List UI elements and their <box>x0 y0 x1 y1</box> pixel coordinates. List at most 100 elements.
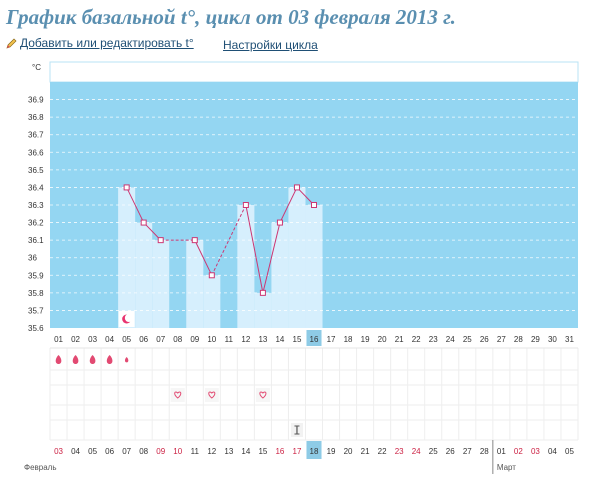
temperature-line <box>123 184 317 296</box>
cycle-day-label: 21 <box>395 335 404 344</box>
calendar-date-label: 04 <box>71 447 80 456</box>
calendar-date-label: 04 <box>548 447 557 456</box>
calendar-date-label: 03 <box>54 447 63 456</box>
cycle-day-label: 31 <box>565 335 574 344</box>
heart-cell-bg <box>204 388 219 402</box>
calendar-dates: 03 04 05 06 07 08 09 10 11 12 13 14 15 16 17 18 19 20 21 22… <box>54 441 574 459</box>
temperature-bar <box>237 205 255 328</box>
cycle-day-label: 27 <box>497 335 506 344</box>
cycle-day-label: 02 <box>71 335 80 344</box>
cycle-day-label: 20 <box>378 335 387 344</box>
calendar-date-label: 13 <box>224 447 233 456</box>
month-label: Март <box>497 463 516 472</box>
calendar-date-label: 01 <box>497 447 506 456</box>
temperature-point <box>293 184 300 191</box>
calendar-date-label: 05 <box>88 447 97 456</box>
y-tick-label: 36.7 <box>28 131 44 140</box>
calendar-date-label: 05 <box>565 447 574 456</box>
calendar-date-label: 07 <box>122 447 131 456</box>
y-tick-label: 36.5 <box>28 166 44 175</box>
cycle-day-label: 18 <box>344 335 353 344</box>
edit-temperature-label: Добавить или редактировать t° <box>20 36 194 50</box>
cycle-day-label: 29 <box>531 335 540 344</box>
pencil-icon <box>6 38 17 49</box>
y-tick-label: 35.6 <box>28 324 44 333</box>
y-tick-label: 36.4 <box>28 183 44 192</box>
calendar-date-label: 03 <box>531 447 540 456</box>
cycle-day-label: 25 <box>463 335 472 344</box>
temperature-segment <box>194 239 213 276</box>
cycle-settings-link[interactable]: Настройки цикла <box>223 37 318 52</box>
cycle-day-labels: 01 02 03 04 05 06 07 08 09 10 11 12 13 14 15 16 17 18 19 20… <box>54 330 574 346</box>
y-tick-label: 36.2 <box>28 219 44 228</box>
calendar-date-label: 23 <box>395 447 404 456</box>
drop-icon <box>124 357 129 363</box>
cycle-day-label: 24 <box>446 335 455 344</box>
y-tick-labels: 35.6 35.7 35.8 35.9 36 36.1 36.2 36.3 36.4 36.5 36… <box>28 96 44 333</box>
cycle-day-label: 16 <box>310 335 319 344</box>
calendar-date-label: 02 <box>514 447 523 456</box>
cycle-day-label: 05 <box>122 335 131 344</box>
calendar-date-label: 19 <box>327 447 336 456</box>
temperature-bar <box>203 275 221 328</box>
temperature-point <box>123 184 130 191</box>
edit-temperature-link[interactable]: Добавить или редактировать t° <box>6 36 194 50</box>
temperature-bar <box>152 240 170 328</box>
heart-markers <box>170 388 270 402</box>
y-tick-label: 36.6 <box>28 148 44 157</box>
calendar-date-label: 25 <box>429 447 438 456</box>
calendar-date-label: 26 <box>446 447 455 456</box>
y-tick-label: 35.7 <box>28 306 44 315</box>
temperature-bar <box>118 187 136 328</box>
cycle-links: Добавить или редактировать t° Настройки … <box>6 36 318 52</box>
calendar-date-label: 27 <box>463 447 472 456</box>
y-tick-label: 36.9 <box>28 96 44 105</box>
heart-icon <box>259 391 267 399</box>
cycle-day-label: 08 <box>173 335 182 344</box>
drop-icon <box>106 355 113 364</box>
page-title: График базальной t°, цикл от 03 февраля … <box>6 5 456 29</box>
calendar-date-label: 15 <box>258 447 267 456</box>
calendar-date-label: 06 <box>105 447 114 456</box>
calendar-date-label: 17 <box>293 447 302 456</box>
y-tick-label: 35.9 <box>28 271 44 280</box>
cycle-day-label: 14 <box>275 335 284 344</box>
temperature-point <box>208 272 215 279</box>
cycle-day-label: 26 <box>480 335 489 344</box>
y-tick-label: 35.8 <box>28 289 44 298</box>
test-icon <box>294 425 300 435</box>
chart-header-strip <box>49 61 579 83</box>
plot-gridlines <box>50 99 578 311</box>
cycle-day-label: 23 <box>429 335 438 344</box>
y-tick-label: 36.3 <box>28 201 44 210</box>
cycle-day-label: 11 <box>225 335 234 344</box>
temperature-segment <box>279 187 298 223</box>
temperature-point <box>276 219 283 226</box>
temperature-bar <box>186 240 204 328</box>
cycle-day-label: 13 <box>258 335 267 344</box>
drop-icon <box>55 355 62 364</box>
heart-cell-bg <box>255 388 270 402</box>
cycle-day-label: 06 <box>139 335 148 344</box>
calendar-date-label: 18 <box>310 447 319 456</box>
temperature-point <box>259 289 266 296</box>
cycle-day-label: 19 <box>361 335 370 344</box>
calendar-date-label: 16 <box>275 447 284 456</box>
calendar-date-label: 10 <box>173 447 182 456</box>
lower-grid <box>49 347 579 441</box>
temperature-point <box>157 237 164 244</box>
drop-icon <box>89 355 96 364</box>
calendar-date-label: 28 <box>480 447 489 456</box>
calendar-date-label: 20 <box>344 447 353 456</box>
cycle-day-label: 28 <box>514 335 523 344</box>
cycle-day-label: 03 <box>88 335 97 344</box>
calendar-date-label: 08 <box>139 447 148 456</box>
y-tick-label: 36.1 <box>28 236 44 245</box>
cycle-day-label: 07 <box>156 335 165 344</box>
heart-icon <box>208 391 216 399</box>
calendar-date-label: 11 <box>191 447 200 456</box>
temperature-bar <box>305 205 323 328</box>
y-tick-label: 36 <box>28 254 37 263</box>
calendar-date-label: 22 <box>378 447 387 456</box>
